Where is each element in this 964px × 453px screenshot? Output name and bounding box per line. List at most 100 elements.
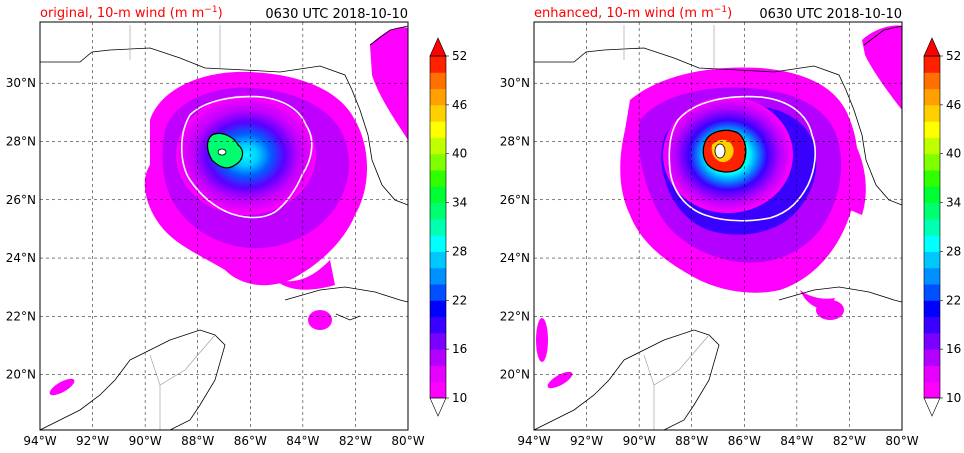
colorbar-segment [430, 284, 446, 301]
lon-tick-label: 88°W [675, 434, 708, 448]
colorbar-segment [924, 218, 940, 236]
colorbar-segment [924, 235, 940, 252]
map-area [534, 22, 902, 430]
lat-tick-label: 26°N [6, 193, 36, 207]
colorbar-tick-label: 28 [452, 244, 467, 258]
colorbar-segment [430, 72, 446, 90]
colorbar-segment [924, 72, 940, 90]
panel-original: original, 10-m wind (m m−1) 0630 UTC 201… [6, 5, 468, 448]
colorbar-segment [924, 137, 940, 155]
colorbar-segment [430, 153, 446, 171]
colorbar-segment [924, 153, 940, 171]
lon-tick-label: 90°W [129, 434, 162, 448]
colorbar-segment [924, 202, 940, 220]
colorbar-tick-label: 16 [946, 342, 961, 356]
colorbar-segment [430, 202, 446, 220]
colorbar-segment [430, 235, 446, 252]
colorbar-tick-label: 34 [452, 196, 467, 210]
colorbar-segment [430, 349, 446, 366]
colorbar-tick-label: 46 [946, 98, 961, 112]
latitude-labels: 30°N 28°N 26°N 24°N 22°N 20°N [6, 76, 36, 381]
lon-tick-label: 94°W [23, 434, 56, 448]
colorbar-segment [430, 300, 446, 318]
wind-field [536, 25, 902, 389]
colorbar-segment [924, 170, 940, 187]
panel-title: enhanced, 10-m wind (m m−1) [534, 5, 732, 21]
lat-tick-label: 26°N [500, 193, 530, 207]
map-area [40, 22, 408, 430]
colorbar-tick-label: 16 [452, 342, 467, 356]
latitude-labels: 30°N 28°N 26°N 24°N 22°N 20°N [500, 76, 530, 381]
colorbar-segment [430, 104, 446, 122]
lon-tick-label: 88°W [181, 434, 214, 448]
colorbar-segment [430, 186, 446, 204]
lat-tick-label: 20°N [6, 368, 36, 382]
colorbar-segment [924, 104, 940, 122]
colorbar-tick-label: 40 [946, 147, 961, 161]
colorbar-frame [923, 55, 941, 399]
lon-tick-label: 90°W [623, 434, 656, 448]
colorbar-segment [430, 381, 446, 399]
lon-tick-label: 86°W [728, 434, 761, 448]
lat-tick-label: 22°N [500, 309, 530, 323]
colorbar-frame [429, 55, 447, 399]
colorbar-segment [430, 88, 446, 106]
colorbar-segment [924, 121, 940, 138]
colorbar-segment [430, 218, 446, 236]
colorbar-segment [924, 56, 940, 73]
longitude-labels: 94°W 92°W 90°W 88°W 86°W 84°W 82°W 80°W [517, 434, 918, 448]
panel-title: original, 10-m wind (m m−1) [40, 5, 223, 21]
colorbar-segment [924, 88, 940, 106]
lat-tick-label: 24°N [500, 251, 530, 265]
panel-time: 0630 UTC 2018-10-10 [759, 7, 902, 22]
lat-tick-label: 30°N [6, 76, 36, 90]
colorbar-extend-min [923, 397, 941, 417]
colorbar-segment [430, 137, 446, 155]
colorbar: 52 46 40 34 28 22 16 10 [429, 37, 467, 417]
colorbar-tick-label: 52 [452, 49, 467, 63]
lon-tick-label: 86°W [234, 434, 267, 448]
coastlines [534, 25, 902, 430]
graticule [40, 22, 408, 430]
colorbar-segment [430, 170, 446, 187]
colorbar-tick-label: 40 [452, 147, 467, 161]
colorbar-tick-label: 22 [946, 293, 961, 307]
colorbar-tick-label: 52 [946, 49, 961, 63]
lon-tick-label: 80°W [885, 434, 918, 448]
lon-tick-label: 82°W [833, 434, 866, 448]
colorbar-extend-max [923, 37, 941, 57]
panel-enhanced: enhanced, 10-m wind (m m−1) 0630 UTC 201… [500, 5, 962, 448]
lat-tick-label: 30°N [500, 76, 530, 90]
graticule [534, 22, 902, 430]
lat-tick-label: 22°N [6, 309, 36, 323]
panel-time: 0630 UTC 2018-10-10 [265, 7, 408, 22]
lon-tick-label: 92°W [570, 434, 603, 448]
longitude-labels: 94°W 92°W 90°W 88°W 86°W 84°W 82°W 80°W [23, 434, 424, 448]
colorbar-tick-label: 10 [452, 391, 467, 405]
colorbar-segment [924, 284, 940, 301]
borders [129, 25, 221, 430]
colorbar-segment [924, 381, 940, 399]
lat-tick-label: 28°N [6, 134, 36, 148]
lon-tick-label: 84°W [286, 434, 319, 448]
colorbar-segment [430, 121, 446, 138]
colorbar-segment [924, 267, 940, 285]
colorbar-extend-max [429, 37, 447, 57]
lon-tick-label: 82°W [339, 434, 372, 448]
lon-tick-label: 80°W [391, 434, 424, 448]
colorbar-tick-label: 22 [452, 293, 467, 307]
lat-tick-label: 20°N [500, 368, 530, 382]
colorbar: 52 46 40 34 28 22 16 10 [923, 37, 961, 417]
lon-tick-label: 94°W [517, 434, 550, 448]
colorbar-segment [430, 56, 446, 73]
colorbar-tick-label: 46 [452, 98, 467, 112]
lat-tick-label: 24°N [6, 251, 36, 265]
lon-tick-label: 92°W [76, 434, 109, 448]
colorbar-segment [430, 251, 446, 269]
colorbar-segment [430, 267, 446, 285]
wind-field [49, 27, 408, 396]
colorbar-segment [924, 316, 940, 334]
colorbar-extend-min [429, 397, 447, 417]
coastlines [40, 25, 408, 430]
